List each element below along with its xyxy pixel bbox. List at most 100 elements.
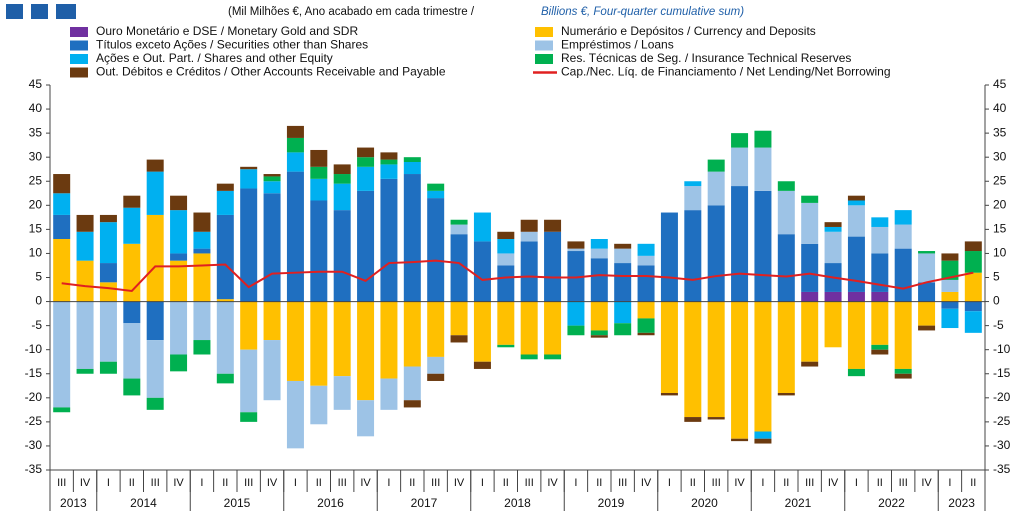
bar-segment [263, 340, 281, 401]
y-tick-label: 40 [29, 101, 43, 115]
y-tick-label: -35 [25, 462, 43, 476]
bar-segment [170, 260, 188, 302]
logo-block [31, 4, 48, 19]
bar-segment [520, 241, 538, 302]
bar-segment [263, 174, 281, 177]
bar-segment [777, 181, 795, 191]
bar-segment [847, 236, 865, 292]
bar-segment [918, 301, 936, 326]
x-group-label: 2014 [130, 496, 157, 510]
x-tick-label: IV [547, 477, 558, 489]
bar-segment [263, 193, 281, 302]
bar-segment [170, 253, 188, 261]
bar-segment [684, 301, 702, 418]
bar-segment [263, 301, 281, 341]
bar-segment [427, 183, 445, 191]
bar-segment [53, 174, 71, 194]
bar-segment [240, 188, 258, 302]
line-series [61, 259, 974, 293]
bar-segment [918, 251, 936, 254]
bar-segment [801, 291, 819, 302]
bar-segment [567, 251, 585, 302]
bar-segment [824, 301, 842, 348]
legend-swatch [70, 40, 88, 51]
legend-label: Empréstimos / Loans [561, 38, 674, 52]
bar-segment [847, 195, 865, 201]
bar-segment [240, 166, 258, 170]
bar-segment [53, 301, 71, 408]
bar-segment [240, 412, 258, 422]
bar-segment [707, 205, 725, 302]
bar-segment [590, 258, 608, 302]
bar-segment [777, 234, 795, 302]
x-group-label: 2017 [411, 496, 438, 510]
bar-segment [99, 263, 117, 283]
bar-segment [427, 373, 445, 381]
y-tick-label: 15 [993, 222, 1007, 236]
bar-segment [333, 301, 351, 377]
y-tick-label: 15 [29, 222, 43, 236]
bar-segment [427, 356, 445, 374]
bar-segment [99, 222, 117, 264]
y-tick-label: 35 [993, 125, 1007, 139]
bar-segment [637, 318, 655, 333]
bar-segment [707, 301, 725, 418]
bar-segment [824, 231, 842, 264]
bar-segment [520, 219, 538, 232]
y-tick-label: 20 [29, 197, 43, 211]
bar-segment [473, 361, 491, 369]
x-tick-label: III [57, 477, 66, 489]
bar-segment [380, 152, 398, 160]
y-tick-label: 25 [29, 173, 43, 187]
bar-segment [193, 340, 211, 355]
y-tick-label: 10 [993, 246, 1007, 260]
y-tick-label: -20 [25, 390, 43, 404]
bar-segment [871, 344, 889, 350]
bar-segment [941, 301, 959, 309]
bar-segment [660, 212, 678, 302]
bar-segment [567, 325, 585, 336]
bar-segment [637, 301, 655, 319]
bar-segment [590, 239, 608, 249]
bar-segment [333, 174, 351, 184]
bar-segment [403, 301, 421, 367]
y-tick-label: -10 [25, 342, 43, 356]
y-tick-label: -30 [993, 438, 1011, 452]
bar-segment [777, 301, 795, 393]
bar-segment [941, 253, 959, 261]
bar-segment [894, 301, 912, 369]
x-tick-label: II [783, 477, 789, 489]
x-tick-label: I [855, 477, 858, 489]
bar-segment [614, 263, 632, 302]
bar-segment [894, 224, 912, 249]
bar-segment [380, 301, 398, 379]
x-tick-label: I [668, 477, 671, 489]
bar-segment [964, 241, 982, 252]
bar-segment [263, 176, 281, 182]
y-tick-label: 25 [993, 173, 1007, 187]
bar-segment [684, 210, 702, 302]
bar-segment [614, 301, 632, 324]
bar-segment [123, 378, 141, 396]
bar-segment [263, 181, 281, 194]
x-group-label: 2015 [224, 496, 251, 510]
x-group-label: 2013 [60, 496, 87, 510]
bar-segment [357, 301, 375, 401]
bar-segment [76, 231, 94, 261]
bar-segment [380, 164, 398, 179]
bar-segment [450, 224, 468, 235]
x-group-label: 2018 [504, 496, 531, 510]
bar-segment [216, 183, 234, 191]
y-tick-label: 5 [35, 270, 42, 284]
bar-segment [403, 366, 421, 401]
x-group-label: 2023 [948, 496, 975, 510]
bar-segment [520, 301, 538, 355]
x-tick-label: I [948, 477, 951, 489]
bar-segment [684, 417, 702, 422]
bar-segment [660, 301, 678, 393]
y-tick-label: 45 [993, 77, 1007, 91]
bar-segment [964, 311, 982, 333]
subtitle-en: Billions €, Four-quarter cumulative sum) [541, 6, 744, 18]
bar-segment [847, 200, 865, 206]
y-tick-label: 35 [29, 125, 43, 139]
